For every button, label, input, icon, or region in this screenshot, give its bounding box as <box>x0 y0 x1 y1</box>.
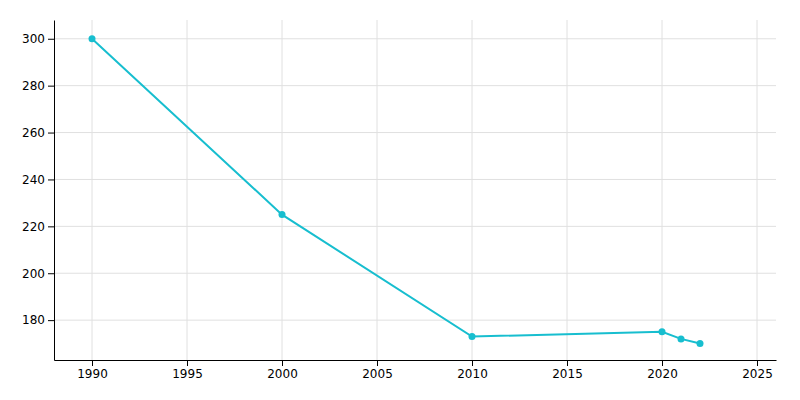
x-axis-tick-label: 2000 <box>267 367 298 381</box>
line <box>92 39 700 344</box>
y-axis-tick-mark <box>48 86 54 87</box>
x-axis-tick-label: 2015 <box>552 367 583 381</box>
y-axis-tick-label: 240 <box>22 173 45 187</box>
point <box>678 335 685 342</box>
x-axis-tick: 2010 <box>457 360 488 381</box>
y-axis-tick-label: 280 <box>22 79 45 93</box>
x-axis-tick: 2020 <box>647 360 678 381</box>
grid-line-y <box>54 273 776 274</box>
x-axis: 1990 1995 2000 2005 2010 2015 2020 2025 <box>55 360 777 381</box>
grid-line-y <box>54 38 776 39</box>
y-axis-tick-label: 220 <box>22 220 45 234</box>
grid-line-y <box>54 179 776 180</box>
x-axis-tick: 2025 <box>742 360 773 381</box>
y-axis-tick: 300 <box>22 32 54 46</box>
point <box>659 328 666 335</box>
x-axis-tick: 1990 <box>77 360 108 381</box>
y-axis-tick: 260 <box>22 126 54 140</box>
y-axis-tick: 240 <box>22 173 54 187</box>
x-axis-tick-mark <box>187 360 188 366</box>
point <box>89 35 96 42</box>
grid-line-y <box>54 226 776 227</box>
x-axis-tick-label: 2020 <box>647 367 678 381</box>
x-axis-tick-label: 1990 <box>77 367 108 381</box>
grid-line-x <box>567 20 568 360</box>
grid-line-x <box>187 20 188 360</box>
y-axis-tick-label: 200 <box>22 267 45 281</box>
series <box>89 35 704 347</box>
x-axis-tick-mark <box>567 360 568 366</box>
grid-line-y <box>54 320 776 321</box>
x-axis-tick-label: 1995 <box>172 367 203 381</box>
grid-line-x <box>662 20 663 360</box>
y-axis-line <box>54 21 55 361</box>
x-axis-tick-label: 2010 <box>457 367 488 381</box>
point <box>469 333 476 340</box>
x-axis-tick-mark <box>377 360 378 366</box>
y-axis-tick-label: 260 <box>22 126 45 140</box>
y-axis-tick-mark <box>48 133 54 134</box>
point <box>697 340 704 347</box>
x-axis-line <box>55 360 777 361</box>
y-axis-tick-mark <box>48 226 54 227</box>
y-axis-tick: 220 <box>22 220 54 234</box>
grid-line-x <box>282 20 283 360</box>
x-axis-tick-label: 2025 <box>742 367 773 381</box>
x-axis-tick-mark <box>92 360 93 366</box>
y-axis-tick: 200 <box>22 267 54 281</box>
y-axis-tick: 180 <box>22 313 54 327</box>
x-axis-tick-mark <box>757 360 758 366</box>
x-axis-tick: 1995 <box>172 360 203 381</box>
y-axis-tick-mark <box>48 39 54 40</box>
y-axis-tick-label: 180 <box>22 313 45 327</box>
chart: 1990 1995 2000 2005 2010 2015 2020 2025 180 200 22… <box>0 0 800 400</box>
y-axis-tick-mark <box>48 320 54 321</box>
point <box>279 211 286 218</box>
y-axis-tick-mark <box>48 273 54 274</box>
grid-line-y <box>54 85 776 86</box>
x-axis-tick: 2005 <box>362 360 393 381</box>
y-axis-tick-label: 300 <box>22 32 45 46</box>
y-axis-tick: 280 <box>22 79 54 93</box>
grid-line-x <box>92 20 93 360</box>
plot-area: 1990 1995 2000 2005 2010 2015 2020 2025 180 200 22… <box>22 20 776 381</box>
x-axis-tick: 2000 <box>267 360 298 381</box>
grid-line-x <box>757 20 758 360</box>
grid <box>54 20 776 360</box>
x-axis-tick-mark <box>662 360 663 366</box>
grid-line-y <box>54 132 776 133</box>
x-axis-tick-mark <box>472 360 473 366</box>
y-axis: 180 200 220 240 260 280 300 <box>22 21 54 361</box>
x-axis-tick: 2015 <box>552 360 583 381</box>
x-axis-tick-label: 2005 <box>362 367 393 381</box>
x-axis-tick-mark <box>282 360 283 366</box>
grid-line-x <box>472 20 473 360</box>
grid-line-x <box>377 20 378 360</box>
y-axis-tick-mark <box>48 179 54 180</box>
